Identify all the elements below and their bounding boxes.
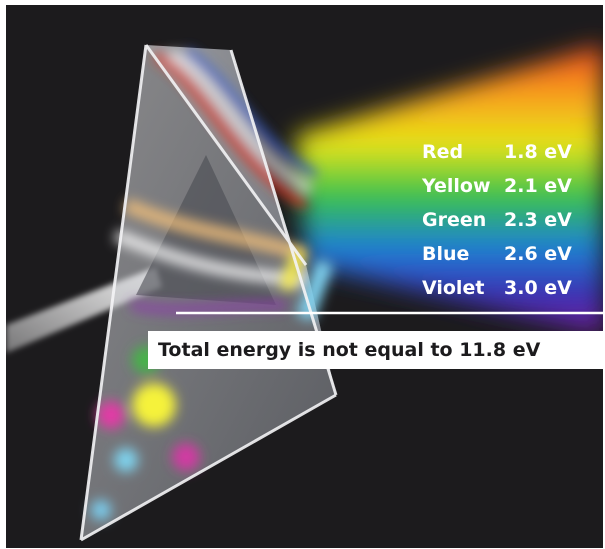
table-row: Green 2.3 eV bbox=[422, 203, 572, 237]
color-name: Violet bbox=[422, 277, 485, 299]
table-row: Red 1.8 eV bbox=[422, 135, 572, 169]
energy-value: 3.0 eV bbox=[504, 277, 572, 299]
prism-illustration bbox=[6, 44, 603, 542]
illustration-frame: Red 1.8 eV Yellow 2.1 eV Green 2.3 eV Bl… bbox=[6, 5, 603, 548]
color-name: Yellow bbox=[422, 175, 491, 197]
color-name: Green bbox=[422, 209, 487, 231]
color-name: Blue bbox=[422, 243, 470, 265]
refracted-bands bbox=[113, 47, 318, 315]
spectrum-fan bbox=[296, 45, 603, 335]
energy-value: 1.8 eV bbox=[504, 141, 572, 163]
table-row: Blue 2.6 eV bbox=[422, 237, 572, 271]
prism-face-right bbox=[146, 45, 336, 395]
energy-table: Red 1.8 eV Yellow 2.1 eV Green 2.3 eV Bl… bbox=[422, 135, 572, 305]
energy-value: 2.3 eV bbox=[504, 209, 572, 231]
energy-value: 2.1 eV bbox=[504, 175, 572, 197]
color-blobs bbox=[91, 248, 334, 520]
table-row: Yellow 2.1 eV bbox=[422, 169, 572, 203]
color-name: Red bbox=[422, 141, 464, 163]
table-row: Violet 3.0 eV bbox=[422, 271, 572, 305]
energy-value: 2.6 eV bbox=[504, 243, 572, 265]
total-energy-caption: Total energy is not equal to 11.8 eV bbox=[148, 331, 603, 369]
